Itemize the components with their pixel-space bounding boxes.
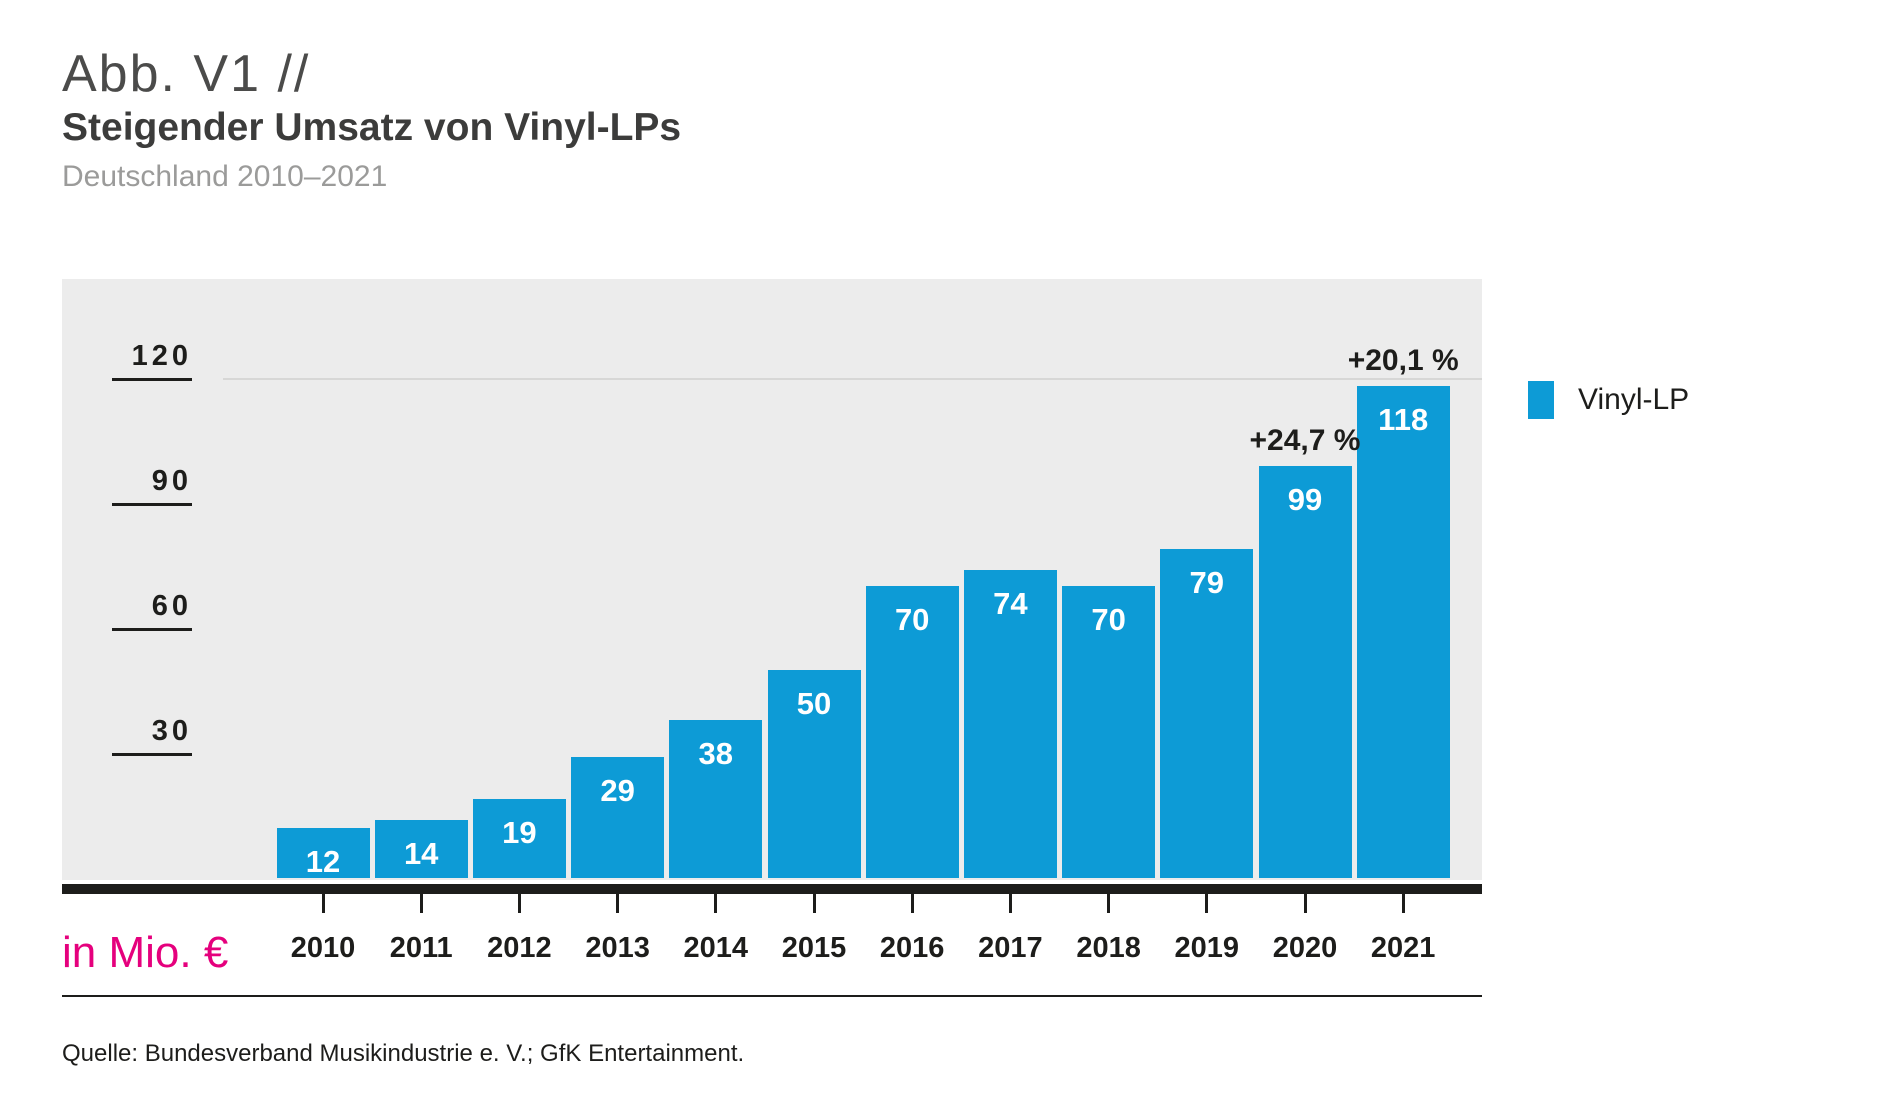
- bar-value-label: 12: [305, 844, 341, 879]
- bar-value-label: 19: [502, 814, 537, 850]
- x-tick: [419, 894, 423, 913]
- bar-value-label: 70: [894, 602, 930, 638]
- bar-value-label: 74: [993, 585, 1028, 621]
- bar: 74: [963, 569, 1057, 878]
- x-tick: [517, 894, 521, 913]
- bar: 50: [767, 669, 861, 878]
- unit-label: in Mio. €: [62, 928, 229, 977]
- bar-value-label: 70: [1091, 602, 1126, 638]
- bar-value-label: 50: [796, 685, 832, 721]
- x-axis-year-label: 2011: [389, 932, 453, 964]
- bar: 99: [1258, 465, 1352, 878]
- chart-subtitle: Deutschland 2010–2021: [62, 160, 388, 193]
- bar-value-label: 14: [403, 835, 439, 871]
- bar: 70: [1062, 586, 1156, 878]
- bar: 118: [1356, 386, 1450, 878]
- x-tick: [1401, 894, 1405, 913]
- x-axis-line: [62, 884, 1482, 894]
- x-tick: [1008, 894, 1012, 913]
- x-axis-year-label: 2020: [1272, 932, 1338, 964]
- bar-value-label: 29: [600, 773, 635, 809]
- bar: 29: [571, 757, 665, 878]
- bar-value-label: 99: [1287, 481, 1323, 517]
- y-tick-label: 30: [151, 715, 192, 747]
- y-tick-line: [112, 628, 192, 631]
- x-tick: [812, 894, 816, 913]
- y-tick-label: 90: [151, 465, 192, 497]
- legend-swatch-vinyl-lp: [1528, 381, 1554, 419]
- x-axis-year-label: 2015: [781, 932, 847, 964]
- x-tick: [714, 894, 718, 913]
- x-axis-year-label: 2012: [487, 932, 552, 964]
- x-axis-year-label: 2010: [290, 932, 356, 964]
- x-tick: [1205, 894, 1209, 913]
- bottom-rule: [62, 995, 1482, 997]
- page-title: Steigender Umsatz von Vinyl-LPs: [62, 106, 682, 149]
- x-tick: [910, 894, 914, 913]
- plot-area: 30 60 90 120 12 14 19 29 38 50 70 74 70 79 99 118 +24,7 …: [62, 279, 1482, 880]
- legend-label: Vinyl-LP: [1578, 383, 1690, 416]
- x-axis-year-label: 2016: [879, 932, 945, 964]
- figure-label: Abb. V1 //: [62, 45, 311, 103]
- growth-annotation: +20,1 %: [1347, 344, 1459, 378]
- y-tick-line: [112, 378, 192, 381]
- bar: 38: [669, 719, 763, 878]
- gridline-120: [223, 378, 1482, 380]
- x-tick: [1303, 894, 1307, 913]
- x-axis-year-label: 2018: [1076, 932, 1141, 964]
- x-tick: [1107, 894, 1111, 913]
- bar-value-label: 118: [1378, 402, 1429, 438]
- y-tick-line: [112, 503, 192, 506]
- y-tick-label: 60: [151, 590, 192, 622]
- bar-value-label: 38: [698, 735, 734, 771]
- bar: 14: [374, 819, 468, 878]
- bar: 12: [276, 828, 370, 879]
- x-tick: [321, 894, 325, 913]
- y-tick-line: [112, 753, 192, 756]
- growth-annotation: +24,7 %: [1249, 423, 1361, 457]
- x-axis-year-label: 2014: [683, 932, 749, 964]
- source-text: Quelle: Bundesverband Musikindustrie e. …: [62, 1040, 745, 1067]
- x-tick: [616, 894, 620, 913]
- bar: 79: [1160, 548, 1254, 878]
- x-axis-year-label: 2017: [978, 932, 1043, 964]
- x-axis-year-label: 2021: [1370, 932, 1436, 964]
- bar: 19: [472, 798, 566, 878]
- x-axis-year-label: 2019: [1174, 932, 1240, 964]
- y-tick-label: 120: [131, 340, 192, 372]
- bar: 70: [865, 586, 959, 878]
- x-axis-year-label: 2013: [585, 932, 650, 964]
- legend: Vinyl-LP: [1528, 381, 1689, 419]
- bar-value-label: 79: [1189, 564, 1225, 600]
